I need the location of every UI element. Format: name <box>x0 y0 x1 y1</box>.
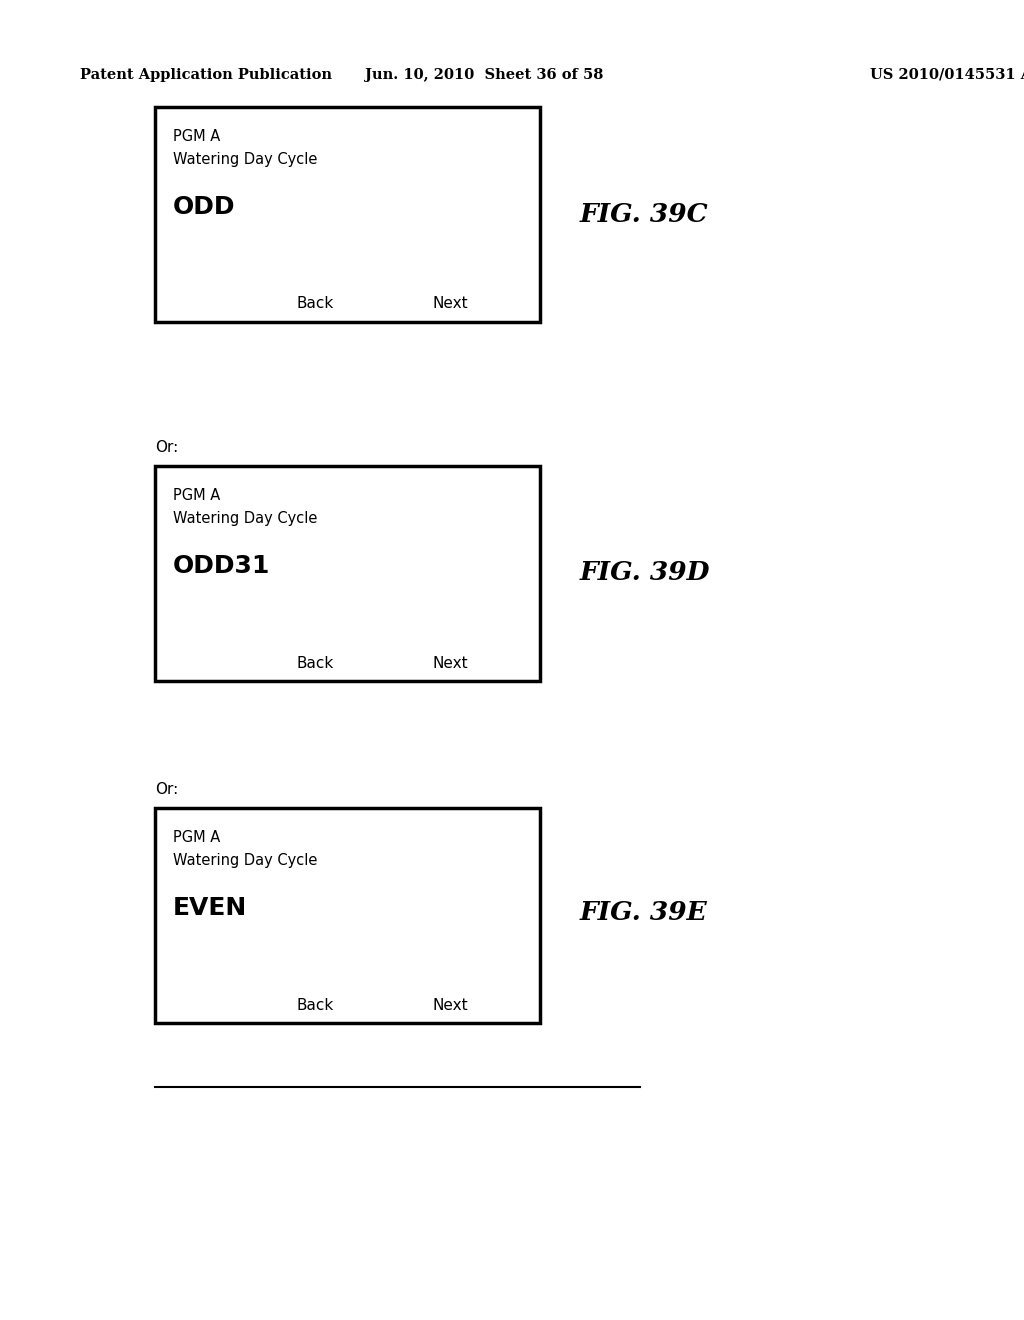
Text: PGM A: PGM A <box>173 488 220 503</box>
Text: US 2010/0145531 A1: US 2010/0145531 A1 <box>870 69 1024 82</box>
Text: Or:: Or: <box>155 441 178 455</box>
Text: FIG. 39C: FIG. 39C <box>580 202 709 227</box>
Text: FIG. 39D: FIG. 39D <box>580 560 711 585</box>
Bar <box>155 466 540 681</box>
Text: Next: Next <box>432 297 468 312</box>
Text: EVEN: EVEN <box>173 896 247 920</box>
Text: Watering Day Cycle: Watering Day Cycle <box>173 152 317 168</box>
Text: ODD31: ODD31 <box>173 554 270 578</box>
Text: Watering Day Cycle: Watering Day Cycle <box>173 511 317 525</box>
Text: PGM A: PGM A <box>173 830 220 845</box>
Text: Or:: Or: <box>155 783 178 797</box>
Text: Next: Next <box>432 656 468 671</box>
Text: ODD: ODD <box>173 195 236 219</box>
Text: FIG. 39E: FIG. 39E <box>580 899 708 924</box>
Text: Patent Application Publication: Patent Application Publication <box>80 69 332 82</box>
Bar <box>155 808 540 1023</box>
Text: Back: Back <box>296 998 334 1012</box>
Text: Back: Back <box>296 297 334 312</box>
Bar <box>155 107 540 322</box>
Text: Watering Day Cycle: Watering Day Cycle <box>173 853 317 869</box>
Text: PGM A: PGM A <box>173 129 220 144</box>
Text: Jun. 10, 2010  Sheet 36 of 58: Jun. 10, 2010 Sheet 36 of 58 <box>365 69 603 82</box>
Text: Back: Back <box>296 656 334 671</box>
Text: Next: Next <box>432 998 468 1012</box>
